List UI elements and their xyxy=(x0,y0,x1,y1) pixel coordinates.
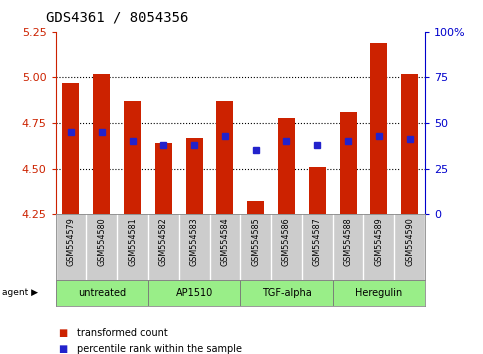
Text: GSM554584: GSM554584 xyxy=(220,217,229,266)
Text: percentile rank within the sample: percentile rank within the sample xyxy=(77,344,242,354)
Text: GSM554590: GSM554590 xyxy=(405,217,414,266)
Bar xyxy=(155,143,172,214)
Text: GSM554582: GSM554582 xyxy=(159,217,168,266)
Bar xyxy=(309,167,326,214)
Bar xyxy=(124,101,141,214)
Bar xyxy=(62,83,79,214)
Text: GSM554581: GSM554581 xyxy=(128,217,137,266)
Text: agent ▶: agent ▶ xyxy=(2,289,39,297)
Text: ■: ■ xyxy=(58,344,67,354)
Text: GSM554589: GSM554589 xyxy=(374,217,384,266)
Text: transformed count: transformed count xyxy=(77,328,168,338)
Bar xyxy=(185,138,202,214)
Text: GSM554580: GSM554580 xyxy=(97,217,106,266)
Text: GSM554588: GSM554588 xyxy=(343,217,353,266)
Text: TGF-alpha: TGF-alpha xyxy=(262,288,312,298)
Bar xyxy=(278,118,295,214)
Text: GSM554585: GSM554585 xyxy=(251,217,260,266)
Text: GSM554579: GSM554579 xyxy=(67,217,75,266)
Bar xyxy=(216,101,233,214)
Bar xyxy=(370,43,387,214)
Bar xyxy=(247,201,264,214)
Text: untreated: untreated xyxy=(78,288,126,298)
Bar xyxy=(401,74,418,214)
Text: GSM554586: GSM554586 xyxy=(282,217,291,266)
Text: GSM554583: GSM554583 xyxy=(190,217,199,266)
Text: GDS4361 / 8054356: GDS4361 / 8054356 xyxy=(46,11,188,25)
Bar xyxy=(93,74,110,214)
Text: ■: ■ xyxy=(58,328,67,338)
Bar xyxy=(240,280,333,306)
Bar xyxy=(148,280,241,306)
Bar xyxy=(333,280,425,306)
Text: Heregulin: Heregulin xyxy=(355,288,402,298)
Text: GSM554587: GSM554587 xyxy=(313,217,322,266)
Text: AP1510: AP1510 xyxy=(175,288,213,298)
Bar xyxy=(56,280,148,306)
Bar xyxy=(340,112,356,214)
